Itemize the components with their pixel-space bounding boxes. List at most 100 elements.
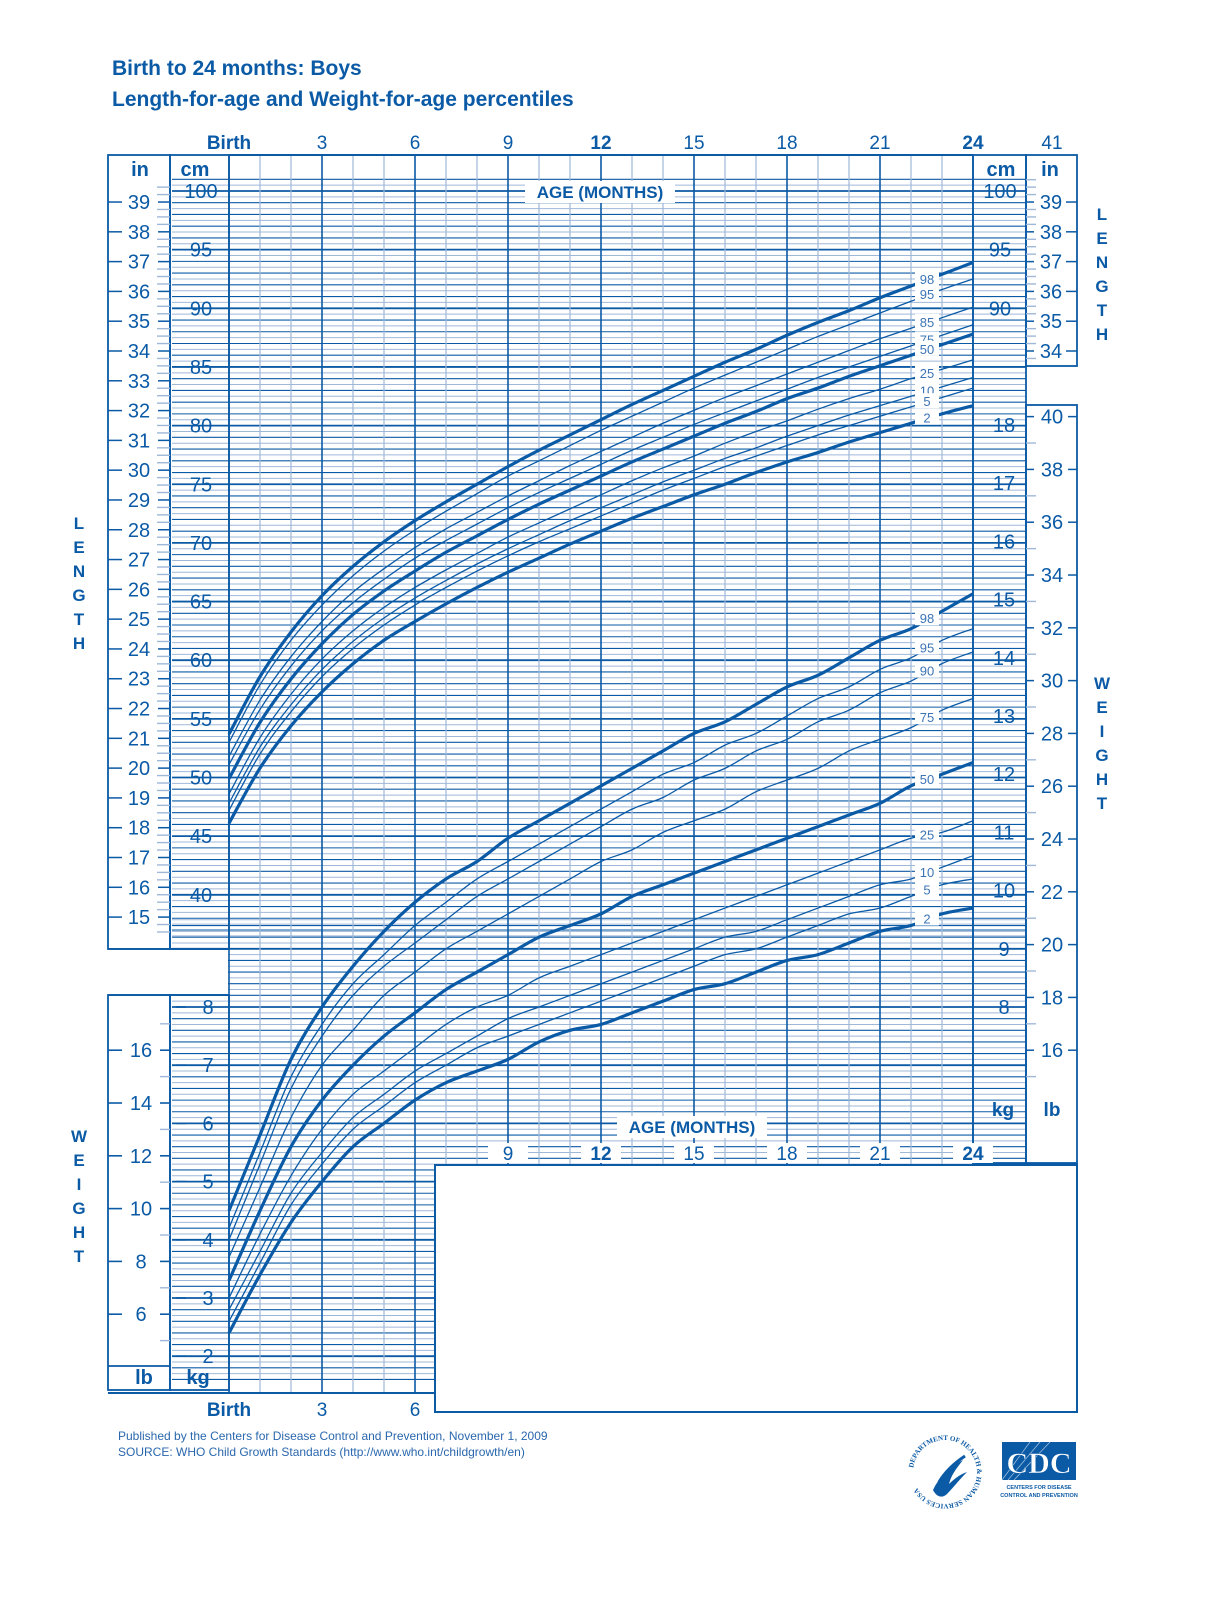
notes-box[interactable] xyxy=(434,1164,1078,1413)
weight-lb-tick-right: 30 xyxy=(1041,671,1063,693)
age-tick-lower: 15 xyxy=(683,1144,704,1165)
length-cm-tick: 75 xyxy=(190,474,212,496)
age-tick-top: 24 xyxy=(962,133,984,154)
unit-lb-left: lb xyxy=(135,1367,153,1389)
percentile-curve-75 xyxy=(228,324,974,765)
length-in-tick: 22 xyxy=(128,699,150,721)
length-in-tick: 38 xyxy=(128,222,150,244)
weight-kg-tick-right: 10 xyxy=(993,881,1015,903)
length-cm-tick: 65 xyxy=(190,592,212,614)
percentile-label: 5 xyxy=(923,394,930,409)
weight-kg-tick: 4 xyxy=(202,1230,213,1252)
length-in-tick: 20 xyxy=(128,758,150,780)
percentile-curve-5 xyxy=(228,878,974,1322)
weight-lb-tick-right: 20 xyxy=(1041,935,1063,957)
length-in-tick: 17 xyxy=(128,847,150,869)
unit-kg-left: kg xyxy=(186,1367,209,1389)
percentile-curve-25 xyxy=(228,359,974,795)
length-in-tick: 26 xyxy=(128,579,150,601)
weight-kg-tick: 3 xyxy=(202,1288,213,1310)
length-cm-tick: 55 xyxy=(190,709,212,731)
percentile-curve-2 xyxy=(227,906,974,1334)
weight-kg-tick-right: 14 xyxy=(993,648,1015,670)
age-tick-lower: 21 xyxy=(869,1144,890,1165)
length-in-tick: 18 xyxy=(128,818,150,840)
length-in-tick: 16 xyxy=(128,877,150,899)
length-cm-tick: 60 xyxy=(190,650,212,672)
percentile-label: 50 xyxy=(920,342,934,357)
weight-kg-tick-right: 15 xyxy=(993,590,1015,612)
percentile-curve-5 xyxy=(228,387,974,811)
length-in-tick: 28 xyxy=(128,520,150,542)
age-tick-lower: 12 xyxy=(590,1144,611,1165)
length-in-tick: 34 xyxy=(128,341,150,363)
percentile-label: 90 xyxy=(920,664,934,679)
svg-text:CDC: CDC xyxy=(1007,1447,1072,1480)
weight-lb-tick: 14 xyxy=(130,1093,152,1115)
length-in-tick: 39 xyxy=(128,192,150,214)
length-cm-tick: 70 xyxy=(190,533,212,555)
unit-lb-right: lb xyxy=(1044,1100,1061,1121)
percentile-curve-85 xyxy=(228,306,974,757)
length-in-tick: 29 xyxy=(128,490,150,512)
weight-lb-tick: 12 xyxy=(130,1146,152,1168)
length-cm-tick: 100 xyxy=(184,181,217,203)
age-months-label: AGE (MONTHS) xyxy=(629,1118,756,1137)
length-cm-tick: 50 xyxy=(190,768,212,790)
age-tick-top: 18 xyxy=(776,133,797,154)
weight-lb-tick-right: 18 xyxy=(1041,987,1063,1009)
weight-lb-tick-right: 32 xyxy=(1041,618,1063,640)
length-in-tick: 21 xyxy=(128,728,150,750)
weight-lb-tick-right: 16 xyxy=(1041,1040,1063,1062)
chart-title: Birth to 24 months: Boys xyxy=(112,57,362,80)
unit-kg-right: kg xyxy=(992,1100,1014,1121)
age-tick-top: 9 xyxy=(503,133,514,154)
length-in-tick: 31 xyxy=(128,430,150,452)
weight-kg-tick: 7 xyxy=(202,1055,213,1077)
weight-kg-tick: 8 xyxy=(202,997,213,1019)
age-tick-lower: 9 xyxy=(503,1144,514,1165)
length-in-tick-right: 36 xyxy=(1040,281,1062,303)
length-cm-tick: 95 xyxy=(190,240,212,262)
age-tick-bottom: 6 xyxy=(410,1400,421,1421)
percentile-curve-2 xyxy=(227,404,974,825)
weight-lb-tick-right: 36 xyxy=(1041,512,1063,534)
published-note: Published by the Centers for Disease Con… xyxy=(118,1429,548,1443)
weight-lb-tick: 10 xyxy=(130,1199,152,1221)
weight-kg-tick: 2 xyxy=(202,1346,213,1368)
percentile-curve-50 xyxy=(227,332,974,780)
top-extra-label: 41 xyxy=(1041,133,1062,154)
length-in-tick: 36 xyxy=(128,281,150,303)
length-in-tick-right: 39 xyxy=(1040,192,1062,214)
length-in-tick: 35 xyxy=(128,311,150,333)
length-cm-tick: 80 xyxy=(190,416,212,438)
length-in-tick: 30 xyxy=(128,460,150,482)
percentile-label: 25 xyxy=(920,828,934,843)
age-tick-lower: 24 xyxy=(962,1144,984,1165)
percentile-label: 5 xyxy=(923,882,930,897)
hhs-logo-icon: DEPARTMENT OF HEALTH & HUMAN SERVICES US… xyxy=(907,1434,983,1510)
weight-kg-tick-right: 13 xyxy=(993,706,1015,728)
weight-lb-tick-right: 22 xyxy=(1041,882,1063,904)
unit-in-right: in xyxy=(1041,159,1059,181)
chart-subtitle: Length-for-age and Weight-for-age percen… xyxy=(112,88,574,111)
unit-in-left: in xyxy=(131,159,149,181)
weight-kg-axis-left xyxy=(169,994,230,1391)
source-note: SOURCE: WHO Child Growth Standards (http… xyxy=(118,1445,525,1459)
cdc-logo-icon: CDC CENTERS FOR DISEASE CONTROL AND PREV… xyxy=(1000,1441,1078,1499)
percentile-label: 85 xyxy=(920,315,934,330)
percentile-label: 50 xyxy=(920,772,934,787)
length-in-tick-right: 37 xyxy=(1040,252,1062,274)
percentile-curve-95 xyxy=(228,628,974,1229)
length-cm-tick-right: 95 xyxy=(989,240,1011,262)
percentile-label: 98 xyxy=(920,272,934,287)
weight-lb-tick-right: 24 xyxy=(1041,829,1063,851)
percentile-curve-10 xyxy=(228,376,974,804)
svg-text:CENTERS FOR DISEASE: CENTERS FOR DISEASE xyxy=(1006,1485,1071,1491)
weight-kg-tick-right: 12 xyxy=(993,764,1015,786)
unit-cm-right: cm xyxy=(987,159,1016,181)
